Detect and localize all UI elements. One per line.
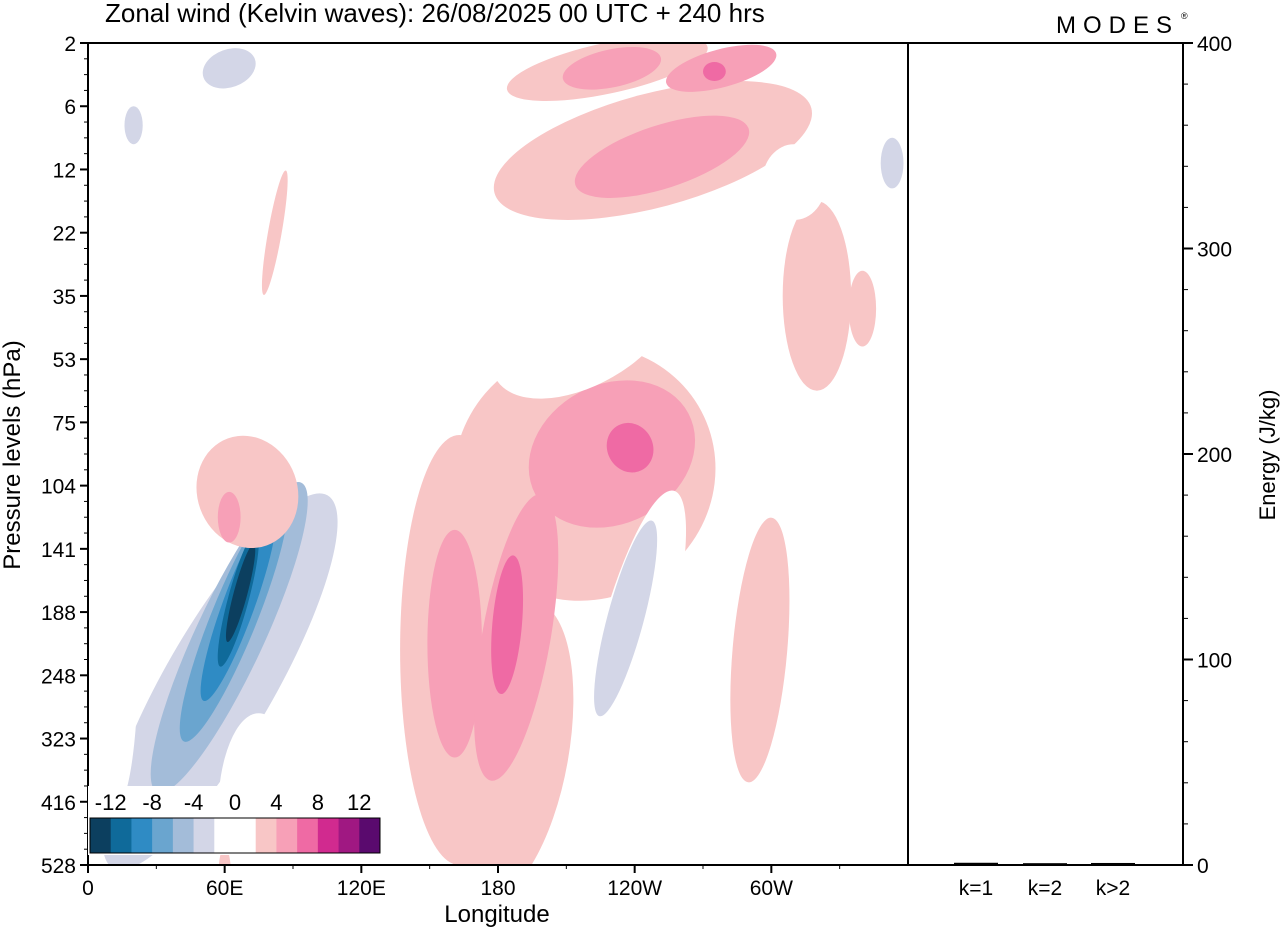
pressure-tick-label: 22 [53, 223, 76, 246]
energy-bar [1091, 862, 1135, 865]
contour-blob [606, 422, 654, 473]
contour-blob [124, 106, 143, 145]
pressure-tick-label: 104 [41, 476, 76, 499]
contour-blob [438, 346, 457, 410]
contour-blob [340, 112, 359, 315]
contour-blob [92, 517, 139, 809]
energy-bar-label: k>2 [1096, 877, 1130, 900]
colorbar-tick-label: 8 [312, 790, 324, 815]
colorbar-swatch [131, 818, 153, 853]
colorbar-swatch [317, 818, 339, 853]
energy-tick-label: 0 [1197, 855, 1209, 878]
contour-blob [594, 520, 658, 717]
contour-blob [427, 529, 483, 758]
longitude-tick-label: 0 [82, 877, 94, 900]
contour-blob [574, 115, 750, 198]
energy-tick-label: 300 [1197, 239, 1232, 262]
colorbar-swatch [214, 818, 236, 853]
pressure-tick-label: 188 [41, 602, 76, 625]
colorbar-tick-label: -4 [184, 790, 204, 815]
pressure-tick-label: 75 [53, 412, 76, 435]
colorbar-tick-label: 0 [229, 790, 241, 815]
longitude-tick-label: 120E [337, 877, 386, 900]
contour-blob [880, 137, 904, 189]
contour-blob [782, 201, 852, 391]
brand-registered-mark: ® [1181, 11, 1188, 21]
colorbar-swatch [172, 818, 194, 853]
longitude-axis: 0 60E 120E 180 120W 60W [82, 865, 841, 900]
colorbar-swatch [359, 818, 381, 853]
pressure-tick-label: 6 [64, 96, 76, 119]
contour-blob [202, 48, 256, 89]
longitude-tick-label: 180 [480, 877, 515, 900]
contour-blob [794, 827, 817, 865]
energy-tick-label: 100 [1197, 650, 1232, 673]
colorbar-swatch [235, 818, 257, 853]
colorbar-swatch [152, 818, 174, 853]
energy-bars: k=1 k=2 k>2 [954, 862, 1135, 900]
colorbar-frame [89, 817, 381, 854]
energy-bar [954, 862, 998, 865]
colorbar-swatch [297, 818, 319, 853]
pressure-tick-label: 528 [41, 855, 76, 878]
colorbar-swatch [338, 818, 360, 853]
colorbar-swatch [276, 818, 298, 853]
longitude-tick-label: 60W [750, 877, 793, 900]
contour-blob [730, 517, 790, 783]
pressure-tick-label: 12 [53, 159, 76, 182]
colorbar-swatch [90, 818, 112, 853]
colorbar-tick-label: 4 [270, 790, 282, 815]
energy-bar-label: k=1 [959, 877, 993, 900]
energy-bar [1023, 863, 1067, 866]
longitude-tick-label: 120W [607, 877, 662, 900]
energy-tick-label: 200 [1197, 444, 1232, 467]
contour-blob [491, 555, 524, 695]
colorbar-swatch [110, 818, 132, 853]
longitude-tick-label: 60E [206, 877, 243, 900]
colorbar-swatch [193, 818, 215, 853]
colorbar-tick-label: -8 [142, 790, 162, 815]
contour-blob [848, 270, 877, 347]
pressure-tick-label: 2 [64, 33, 76, 56]
energy-bar-label: k=2 [1028, 877, 1062, 900]
pressure-tick-label: 323 [41, 729, 76, 752]
colorbar: -12 -8 -4 0 4 8 12 [88, 786, 382, 855]
pressure-tick-label: 141 [41, 539, 76, 562]
contour-blob [261, 170, 288, 295]
energy-panel-frame [907, 42, 1184, 866]
contour-blob [562, 46, 662, 90]
energy-axis-label: Energy (J/kg) [1255, 390, 1280, 521]
colorbar-tick-label: -12 [95, 790, 127, 815]
pressure-tick-label: 248 [41, 665, 76, 688]
energy-tick-label: 400 [1197, 33, 1232, 56]
contour-blob [92, 447, 220, 550]
chart-title: Zonal wind (Kelvin waves): 26/08/2025 00… [105, 0, 765, 28]
colorbar-tick-label: 12 [347, 790, 371, 815]
pressure-tick-label: 53 [53, 349, 76, 372]
colorbar-swatch [255, 818, 277, 853]
y-axis-label: Pressure levels (hPa) [0, 340, 26, 569]
brand-logo: MODES [1056, 12, 1179, 39]
pressure-axis: 2 6 12 22 35 53 75 104 141 188 248 323 416 528 [41, 33, 88, 878]
contour-blob [122, 43, 236, 111]
contour-blob [703, 62, 726, 81]
contour-blob [762, 144, 826, 221]
contour-blob [730, 789, 744, 865]
contour-blob [491, 256, 678, 399]
energy-axis: 0 100 200 300 400 [1183, 33, 1232, 878]
x-axis-label: Longitude [444, 901, 549, 928]
pressure-tick-label: 416 [41, 792, 76, 815]
contour-blob [225, 544, 256, 643]
contour-blob [800, 667, 908, 848]
pressure-tick-label: 35 [53, 286, 76, 309]
contour-blob [217, 491, 241, 543]
